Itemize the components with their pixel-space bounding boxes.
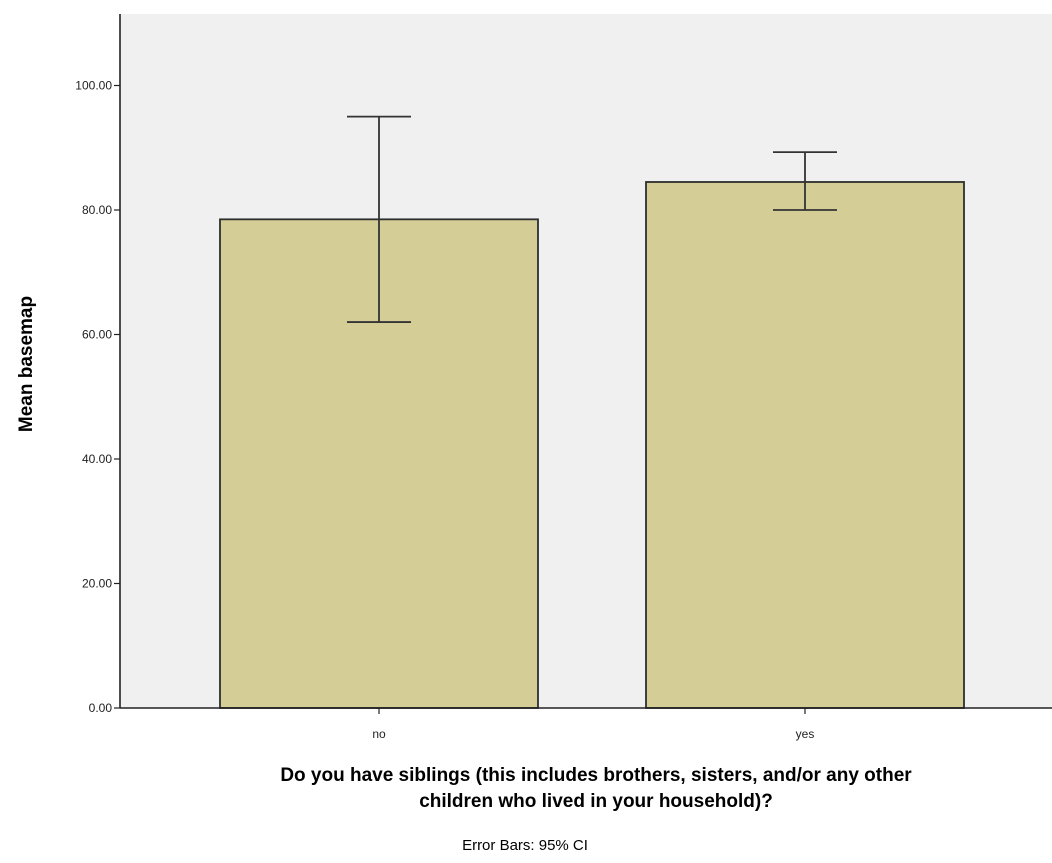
y-ticks: 0.00 20.00 40.00 60.00 80.00 100.00 <box>75 79 120 715</box>
error-bars-note: Error Bars: 95% CI <box>462 837 588 854</box>
error-bars-layer <box>347 115 837 323</box>
x-tick-label-yes: yes <box>796 727 815 741</box>
y-tick-label-20.00: 20.00 <box>82 577 112 591</box>
y-tick-label-40.00: 40.00 <box>82 452 112 466</box>
y-tick-label-100.00: 100.00 <box>75 79 112 93</box>
y-tick-label-0.00: 0.00 <box>89 701 113 715</box>
y-tick-label-60.00: 60.00 <box>82 328 112 342</box>
x-axis-title-line-1: Do you have siblings (this includes brot… <box>280 765 912 786</box>
bar-yes <box>645 181 965 709</box>
x-tick-label-no: no <box>372 727 386 741</box>
x-ticks: no yes <box>372 708 814 741</box>
y-tick-label-80.00: 80.00 <box>82 203 112 217</box>
x-axis-title-line-2: children who lived in your household)? <box>419 791 773 812</box>
y-axis-title: Mean basemap <box>16 296 37 432</box>
